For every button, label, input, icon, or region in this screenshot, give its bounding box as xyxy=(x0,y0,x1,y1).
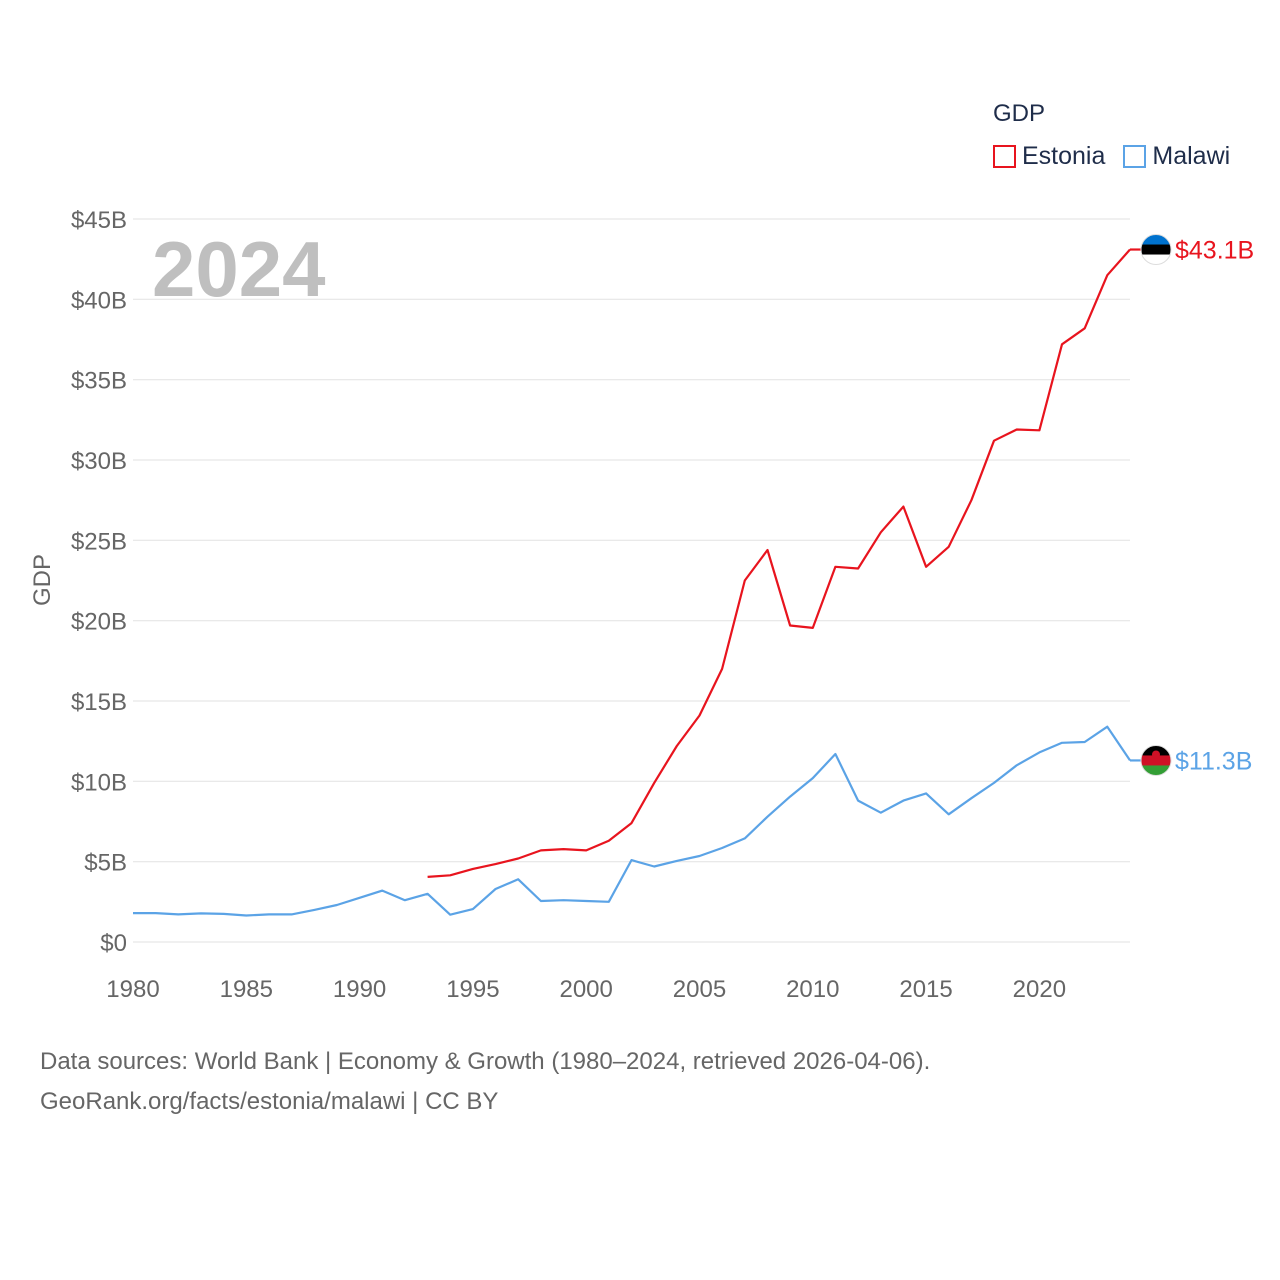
y-tick-label: $0 xyxy=(100,930,127,957)
series-line-malawi xyxy=(133,725,1131,917)
y-tick-label: $35B xyxy=(71,368,127,395)
flag-stripe xyxy=(1141,234,1171,246)
year-watermark: 2024 xyxy=(152,225,326,313)
flag-malawi-icon xyxy=(1140,744,1172,776)
legend-item-malawi[interactable]: Malawi xyxy=(1123,142,1230,171)
y-tick-label: $10B xyxy=(71,769,127,796)
series-lines xyxy=(133,248,1131,917)
legend: Estonia Malawi xyxy=(993,142,1248,171)
y-tick-label: $25B xyxy=(71,528,127,555)
x-axis-ticks: 1980 1985 1990 1995 2000 2005 2010 2015 2020 xyxy=(106,976,1066,1003)
y-tick-label: $40B xyxy=(71,287,127,314)
x-tick-label: 2005 xyxy=(673,976,726,1003)
y-tick-label: $20B xyxy=(71,609,127,636)
x-tick-label: 2000 xyxy=(559,976,612,1003)
footer-sources: Data sources: World Bank | Economy & Gro… xyxy=(40,1048,931,1075)
flag-stripe xyxy=(1141,244,1171,256)
series-line-estonia xyxy=(427,248,1131,878)
flag-border xyxy=(1140,234,1172,266)
y-axis-ticks: $0 $5B $10B $15B $20B $25B $30B $35B $40B $45B xyxy=(71,207,127,957)
x-tick-label: 1980 xyxy=(106,976,159,1003)
y-tick-label: $30B xyxy=(71,448,127,475)
flag-border xyxy=(1140,744,1172,776)
x-tick-label: 1990 xyxy=(333,976,386,1003)
legend-swatch-estonia xyxy=(993,145,1016,168)
flag-stripe xyxy=(1141,254,1171,265)
flag-stripe xyxy=(1141,755,1171,766)
x-tick-label: 2020 xyxy=(1013,976,1066,1003)
end-markers: $43.1B $11.3B xyxy=(1130,234,1254,776)
legend-label-estonia: Estonia xyxy=(1022,142,1106,170)
y-tick-label: $15B xyxy=(71,689,127,716)
y-tick-label: $5B xyxy=(84,850,127,877)
x-tick-label: 1985 xyxy=(220,976,273,1003)
legend-label-malawi: Malawi xyxy=(1152,142,1231,170)
end-label-estonia: $43.1B xyxy=(1175,237,1254,265)
footer: Data sources: World Bank | Economy & Gro… xyxy=(40,1042,930,1122)
x-tick-label: 1995 xyxy=(446,976,499,1003)
flag-sun xyxy=(1152,750,1160,759)
x-tick-label: 2015 xyxy=(899,976,952,1003)
flag-stripe xyxy=(1141,765,1171,776)
grid-lines xyxy=(133,218,1130,943)
legend-item-estonia[interactable]: Estonia xyxy=(993,142,1105,171)
y-axis-label: GDP xyxy=(29,554,56,606)
end-label-malawi: $11.3B xyxy=(1175,747,1252,775)
legend-title: GDP xyxy=(993,100,1046,127)
legend-swatch-malawi xyxy=(1123,145,1147,168)
footer-attribution: GeoRank.org/facts/estonia/malawi | CC BY xyxy=(40,1088,499,1115)
x-tick-label: 2010 xyxy=(786,976,839,1003)
y-tick-label: $45B xyxy=(71,207,127,234)
flag-estonia-icon xyxy=(1140,234,1172,266)
